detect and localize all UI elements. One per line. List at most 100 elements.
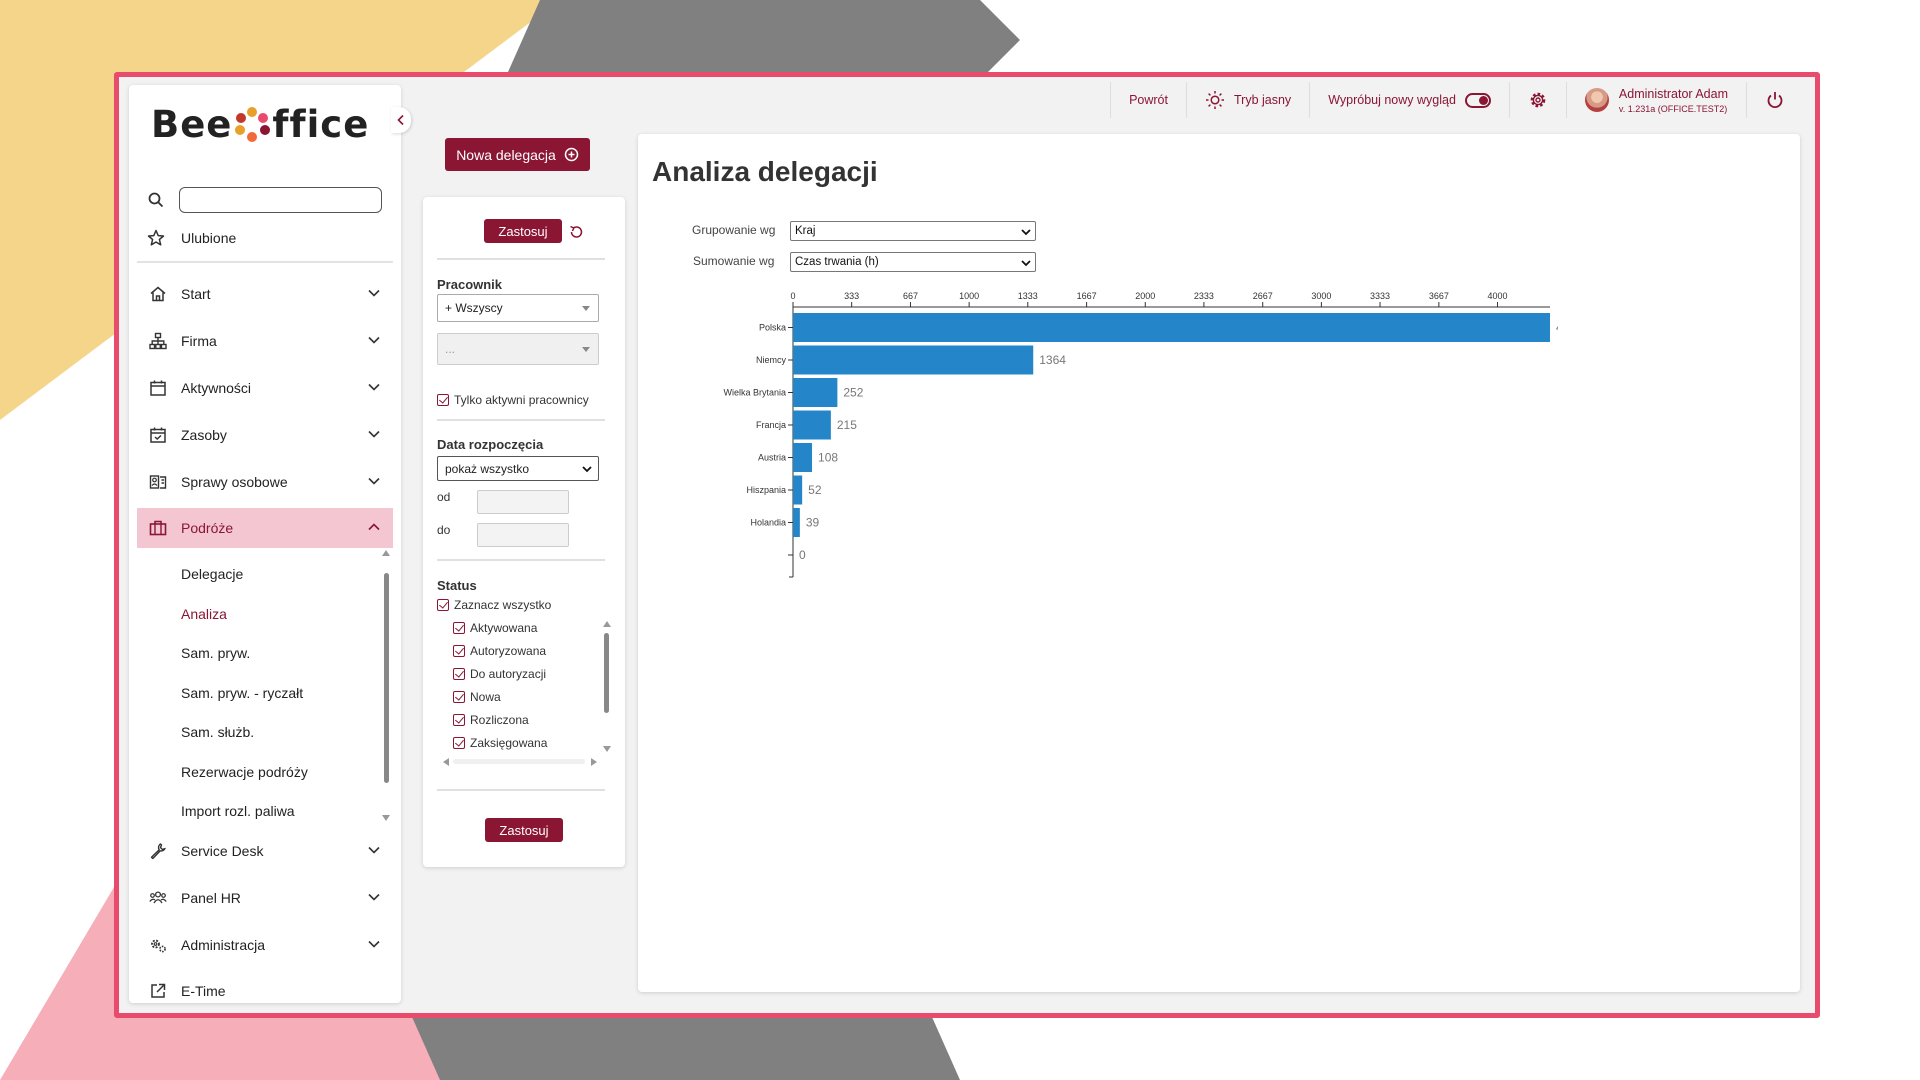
sidebar-item-label: Panel HR <box>181 890 241 906</box>
subitem-analiza[interactable]: Analiza <box>181 606 227 622</box>
group-by-label: Grupowanie wg <box>692 223 776 237</box>
new-delegation-button[interactable]: Nowa delegacja <box>445 138 590 171</box>
settings-button[interactable] <box>1510 82 1567 118</box>
back-button[interactable]: Powrót <box>1110 82 1187 118</box>
date-to-input[interactable] <box>477 523 569 547</box>
start-date-select[interactable]: pokaż wszystko <box>437 456 599 481</box>
bar <box>793 345 1034 375</box>
x-tick-label: 2667 <box>1253 291 1273 301</box>
sidebar-item-label: E-Time <box>181 983 226 999</box>
bar-value-label: 1364 <box>1039 353 1066 367</box>
bar <box>793 508 800 537</box>
y-category-label: Holandia <box>750 518 786 528</box>
subitem-rezerwacje-podrozy[interactable]: Rezerwacje podróży <box>181 764 308 780</box>
group-by-select[interactable]: Kraj <box>790 221 1036 241</box>
checkbox-checked-icon <box>453 668 465 680</box>
status-scroll-down-arrow[interactable] <box>603 746 611 752</box>
employee-select[interactable]: + Wszyscy <box>437 294 599 322</box>
apply-label: Zastosuj <box>499 822 549 838</box>
gears-icon <box>151 939 166 953</box>
scroll-down-arrow[interactable] <box>382 815 390 821</box>
only-active-checkbox[interactable]: Tylko aktywni pracownicy <box>437 393 589 407</box>
x-tick-label: 3667 <box>1429 291 1449 301</box>
chevron-down-icon <box>1021 229 1031 236</box>
sidebar-item-label: Firma <box>181 333 217 349</box>
employee-sub-select[interactable]: ... <box>437 333 599 365</box>
subitem-sam-pryw[interactable]: Sam. pryw. <box>181 645 251 661</box>
apply-button-top[interactable]: Zastosuj <box>484 219 562 243</box>
status-label-item: Autoryzowana <box>470 644 547 658</box>
power-icon <box>1767 92 1783 109</box>
toggle-switch-icon <box>1464 92 1491 108</box>
status-checkbox-autoryzowana[interactable]: Autoryzowana <box>453 644 546 658</box>
checkbox-checked-icon <box>453 645 465 657</box>
back-label: Powrót <box>1129 93 1168 107</box>
apply-button-bottom[interactable]: Zastosuj <box>485 818 563 842</box>
status-scroll-left-arrow[interactable] <box>443 758 449 766</box>
theme-toggle[interactable]: Tryb jasny <box>1187 82 1311 118</box>
user-menu[interactable]: Administrator Adam v. 1.231a (OFFICE.TES… <box>1567 82 1747 118</box>
reset-icon[interactable] <box>568 224 584 240</box>
status-checkbox-zaksiegowana[interactable]: Zaksięgowana <box>453 736 547 750</box>
checkbox-checked-icon <box>437 599 449 611</box>
sidebar-item-podroze[interactable]: Podróże <box>137 508 393 548</box>
to-label: do <box>437 523 451 537</box>
calendar-check-icon <box>150 427 166 443</box>
status-vertical-scrollbar[interactable] <box>604 633 609 713</box>
search-icon <box>148 192 164 208</box>
app-version: v. 1.231a (OFFICE.TEST2) <box>1618 103 1728 114</box>
status-checkbox-do-autoryzacji[interactable]: Do autoryzacji <box>453 667 546 681</box>
new-look-label: Wypróbuj nowy wygląd <box>1328 93 1456 107</box>
sidebar-item-e-time[interactable]: E-Time <box>137 971 393 1011</box>
sidebar-item-aktywnosci[interactable]: Aktywności <box>137 368 393 408</box>
logout-button[interactable] <box>1747 82 1815 118</box>
favorites-item[interactable]: Ulubione <box>147 229 236 247</box>
chevron-down-icon <box>368 893 380 901</box>
new-look-toggle[interactable]: Wypróbuj nowy wygląd <box>1310 82 1510 118</box>
sun-icon <box>1205 91 1224 109</box>
chevron-down-icon <box>1021 260 1031 267</box>
status-scroll-up-arrow[interactable] <box>603 621 611 627</box>
subitem-sam-sluzb[interactable]: Sam. służb. <box>181 724 255 740</box>
x-tick-label: 1333 <box>1018 291 1038 301</box>
status-label-item: Do autoryzacji <box>470 667 547 681</box>
checkbox-checked-icon <box>453 737 465 749</box>
logo-text-right: ffice <box>272 103 370 146</box>
select-all-checkbox[interactable]: Zaznacz wszystko <box>437 598 551 612</box>
status-label-item: Aktywowana <box>470 621 538 635</box>
filter-panel: Zastosuj Pracownik + Wszyscy ... Tylko a… <box>423 197 625 867</box>
checkbox-checked-icon <box>437 394 449 406</box>
x-tick-label: 4000 <box>1487 291 1507 301</box>
sidebar-item-sprawy-osobowe[interactable]: Sprawy osobowe <box>137 462 393 502</box>
sidebar-item-zasoby[interactable]: Zasoby <box>137 415 393 455</box>
sidebar-item-label: Zasoby <box>181 427 227 443</box>
filter-divider <box>437 258 605 260</box>
subitem-sam-pryw-ryczalt[interactable]: Sam. pryw. - ryczałt <box>181 685 304 701</box>
submenu-scrollbar[interactable] <box>384 573 389 783</box>
apply-label: Zastosuj <box>498 223 548 239</box>
date-from-input[interactable] <box>477 490 569 514</box>
search-input[interactable] <box>179 187 382 213</box>
sidebar-item-panel-hr[interactable]: Panel HR <box>137 878 393 918</box>
sidebar-item-label: Sprawy osobowe <box>181 474 288 490</box>
main-panel: Analiza delegacji Grupowanie wg Kraj Sum… <box>638 134 1800 992</box>
sidebar-item-administracja[interactable]: Administracja <box>137 925 393 965</box>
chevron-down-icon <box>368 846 380 854</box>
sidebar-item-firma[interactable]: Firma <box>137 321 393 361</box>
sidebar-collapse-button[interactable] <box>391 107 411 133</box>
sum-by-select[interactable]: Czas trwania (h) <box>790 252 1036 272</box>
subitem-delegacje[interactable]: Delegacje <box>181 566 244 582</box>
status-checkbox-nowa[interactable]: Nowa <box>453 690 501 704</box>
subitem-import-rozl-paliwa[interactable]: Import rozl. paliwa <box>181 803 295 819</box>
status-checkbox-aktywowana[interactable]: Aktywowana <box>453 621 537 635</box>
status-horizontal-scrollbar[interactable] <box>453 759 585 764</box>
scroll-up-arrow[interactable] <box>382 550 390 556</box>
employee-value: + Wszyscy <box>445 301 503 315</box>
sidebar-item-start[interactable]: Start <box>137 274 393 314</box>
employee-label: Pracownik <box>437 277 503 292</box>
status-checkbox-rozliczona[interactable]: Rozliczona <box>453 713 529 727</box>
dropdown-caret-icon <box>582 306 590 311</box>
sidebar-item-service-desk[interactable]: Service Desk <box>137 831 393 871</box>
status-scroll-right-arrow[interactable] <box>591 758 597 766</box>
top-bar: Powrót Tryb jasny Wypróbuj nowy wygląd A… <box>1110 77 1815 123</box>
